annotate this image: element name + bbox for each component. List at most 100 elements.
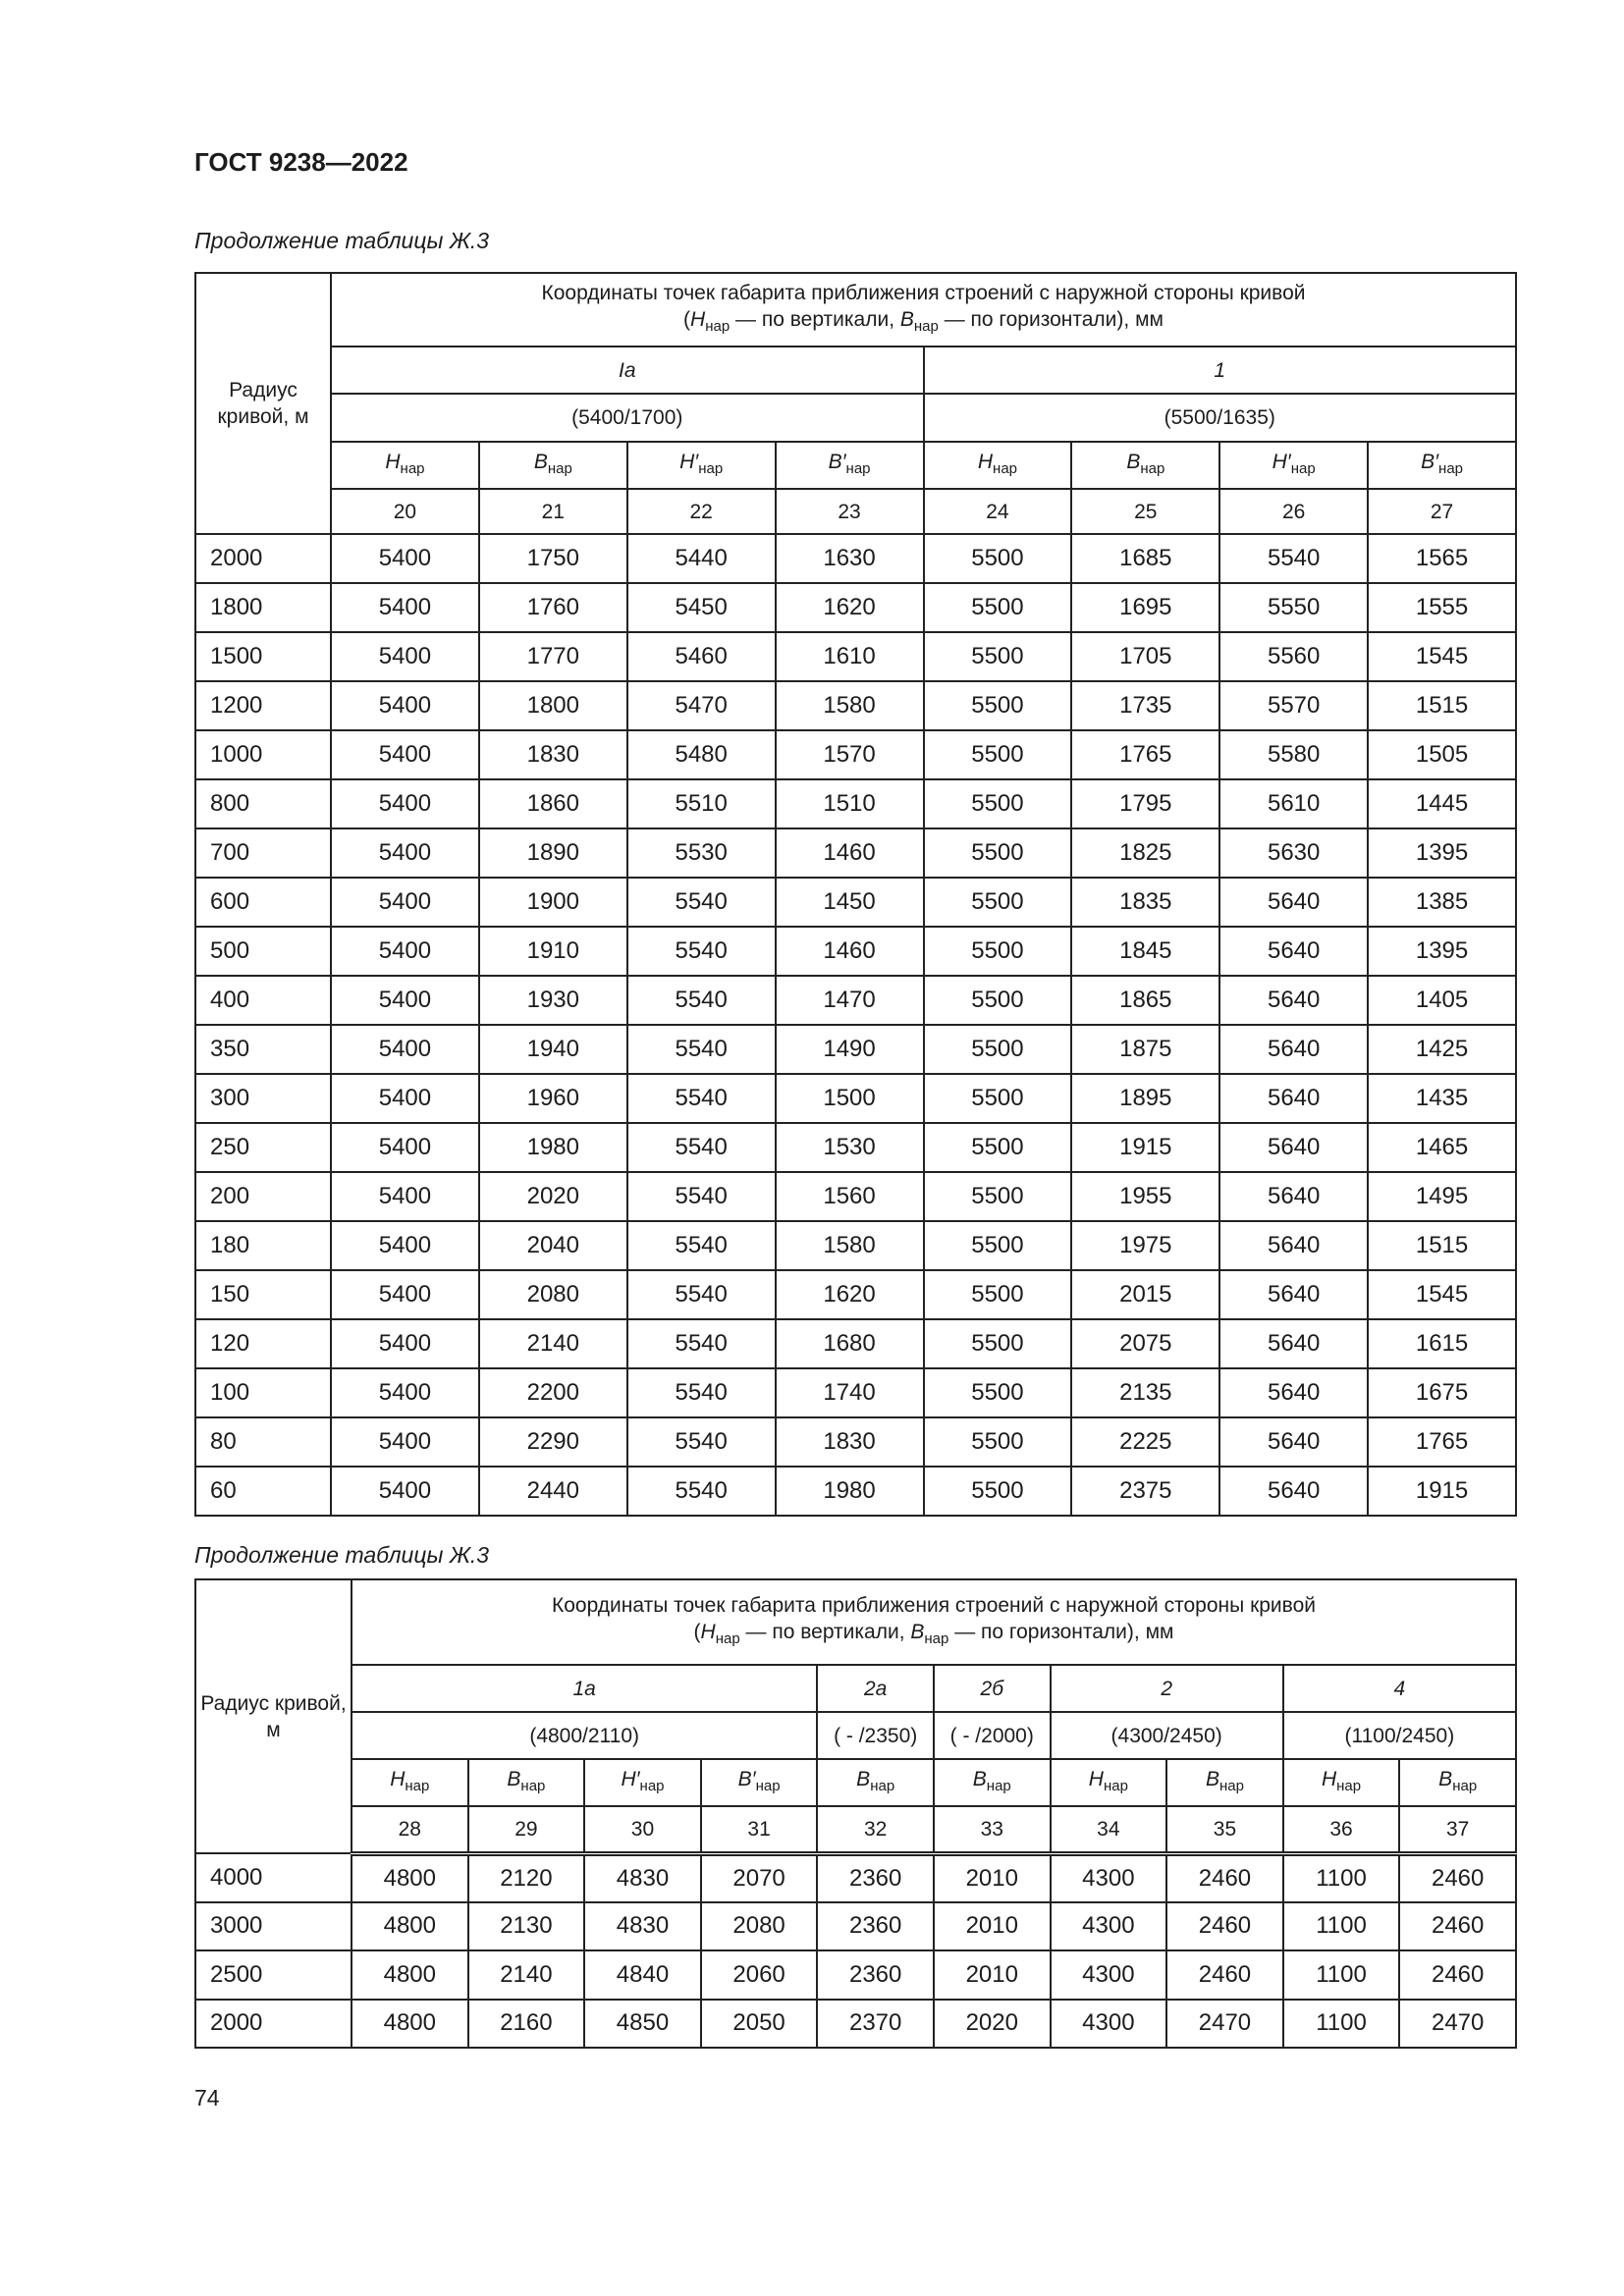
column-symbol: Bнар bbox=[1398, 1758, 1517, 1807]
value-cell: 2470 bbox=[1398, 1998, 1517, 2049]
symbol-letter: B bbox=[856, 1768, 871, 1790]
value-cell: 1460 bbox=[774, 926, 925, 977]
value-cell: 1915 bbox=[1367, 1466, 1517, 1517]
symbol-subscript: нар bbox=[1336, 1778, 1362, 1794]
value-cell: 4800 bbox=[351, 1900, 469, 1951]
value-cell: 5540 bbox=[625, 1416, 777, 1468]
symbol-letter: H bbox=[385, 451, 401, 473]
value-cell: 2010 bbox=[932, 1949, 1052, 2001]
value-cell: 5640 bbox=[1218, 1416, 1370, 1468]
value-cell: 5500 bbox=[922, 877, 1073, 928]
symbol-letter: H′ bbox=[679, 451, 699, 473]
value-cell: 1490 bbox=[774, 1024, 925, 1075]
value-cell: 1530 bbox=[774, 1122, 925, 1173]
column-number: 32 bbox=[816, 1805, 935, 1856]
value-cell: 1830 bbox=[774, 1416, 925, 1468]
value-cell: 4830 bbox=[583, 1900, 702, 1951]
table-caption-1: Продолжение таблицы Ж.3 bbox=[194, 228, 490, 253]
table-row: 200 5400 2020 5540 1560 5500 1955 5640 1495 bbox=[194, 1171, 1517, 1222]
column-number: 31 bbox=[699, 1805, 819, 1856]
value-cell: 1860 bbox=[477, 778, 628, 829]
value-cell: 2010 bbox=[932, 1900, 1052, 1951]
h-subscript: нар bbox=[705, 318, 731, 335]
value-cell: 4300 bbox=[1049, 1998, 1168, 2049]
value-cell: 1760 bbox=[477, 582, 628, 633]
column-number: 20 bbox=[330, 488, 480, 535]
value-cell: 1395 bbox=[1367, 926, 1517, 977]
table-row: 4000 4800 2120 4830 2070 2360 2010 4300 2460 1100… bbox=[194, 1852, 1517, 1903]
symbol-letter: B bbox=[1126, 451, 1141, 473]
value-cell: 5470 bbox=[625, 680, 777, 731]
value-cell: 2360 bbox=[816, 1949, 935, 2001]
gauge-type-label: 2б bbox=[932, 1664, 1052, 1713]
value-cell: 1960 bbox=[477, 1073, 628, 1124]
value-cell: 1895 bbox=[1070, 1073, 1221, 1124]
value-cell: 1610 bbox=[774, 631, 925, 682]
value-cell: 5400 bbox=[330, 1269, 480, 1320]
value-cell: 1435 bbox=[1367, 1073, 1517, 1124]
value-cell: 5500 bbox=[922, 1466, 1073, 1517]
value-cell: 5400 bbox=[330, 926, 480, 977]
value-cell: 5500 bbox=[922, 1269, 1073, 1320]
value-cell: 5460 bbox=[625, 631, 777, 682]
value-cell: 5640 bbox=[1218, 1269, 1370, 1320]
value-cell: 5400 bbox=[330, 680, 480, 731]
gauge-dimensions: (5400/1700) bbox=[330, 393, 925, 443]
value-cell: 5400 bbox=[330, 828, 480, 879]
value-cell: 1445 bbox=[1367, 778, 1517, 829]
table-row: 1000 5400 1830 5480 1570 5500 1765 5580 1505 bbox=[194, 729, 1517, 780]
table-row: 1200 5400 1800 5470 1580 5500 1735 5570 1515 bbox=[194, 680, 1517, 731]
value-cell: 1405 bbox=[1367, 975, 1517, 1026]
value-cell: 5610 bbox=[1218, 778, 1370, 829]
value-cell: 1425 bbox=[1367, 1024, 1517, 1075]
clearance-table-2: Радиус кривой, м Координаты точек габарит… bbox=[194, 1578, 1518, 2049]
value-cell: 5640 bbox=[1218, 1220, 1370, 1271]
value-cell: 5400 bbox=[330, 877, 480, 928]
value-cell: 5500 bbox=[922, 533, 1073, 584]
symbol-letter: H bbox=[977, 451, 994, 473]
value-cell: 5500 bbox=[922, 582, 1073, 633]
column-symbol: H′нар bbox=[625, 441, 777, 490]
value-cell: 1835 bbox=[1070, 877, 1221, 928]
radius-cell: 1200 bbox=[194, 680, 332, 731]
value-cell: 5500 bbox=[922, 1122, 1073, 1173]
value-cell: 5400 bbox=[330, 533, 480, 584]
value-cell: 1620 bbox=[774, 1269, 925, 1320]
document-title: ГОСТ 9238—2022 bbox=[194, 147, 408, 177]
gauge-dimensions: (1100/2450) bbox=[1281, 1711, 1518, 1760]
column-number-row: 28 29 30 31 32 33 34 35 36 37 bbox=[195, 1805, 1517, 1856]
symbol-subscript: нар bbox=[698, 460, 724, 477]
symbol-letter: H bbox=[390, 1768, 406, 1790]
b-symbol: B bbox=[910, 1621, 925, 1643]
symbol-letter: B′ bbox=[828, 451, 846, 473]
value-cell: 5500 bbox=[922, 1318, 1073, 1369]
value-cell: 5500 bbox=[922, 729, 1073, 780]
symbol-letter: B bbox=[1205, 1768, 1219, 1790]
symbol-subscript: нар bbox=[1438, 460, 1464, 477]
value-cell: 4840 bbox=[583, 1949, 702, 2001]
value-cell: 5640 bbox=[1218, 1466, 1370, 1517]
value-cell: 2120 bbox=[466, 1852, 586, 1903]
column-symbol: Bнар bbox=[1070, 441, 1221, 490]
value-cell: 1395 bbox=[1367, 828, 1517, 879]
value-cell: 5540 bbox=[625, 1220, 777, 1271]
h-symbol: H bbox=[700, 1621, 716, 1643]
symbol-subscript: нар bbox=[405, 1778, 430, 1794]
radius-cell: 4000 bbox=[194, 1852, 352, 1903]
column-number: 21 bbox=[477, 488, 628, 535]
vertical-text: — по вертикали, bbox=[730, 308, 900, 331]
value-cell: 1100 bbox=[1281, 1949, 1401, 2001]
value-cell: 5500 bbox=[922, 1416, 1073, 1468]
column-number-row: 20 21 22 23 24 25 26 27 bbox=[195, 488, 1517, 535]
value-cell: 5400 bbox=[330, 1171, 480, 1222]
value-cell: 2160 bbox=[466, 1998, 586, 2049]
value-cell: 2460 bbox=[1165, 1852, 1284, 1903]
value-cell: 5540 bbox=[625, 975, 777, 1026]
value-cell: 5540 bbox=[625, 1171, 777, 1222]
value-cell: 1845 bbox=[1070, 926, 1221, 977]
column-symbol: Bнар bbox=[816, 1758, 935, 1807]
coordinates-header-line1: Координаты точек габарита приближения ст… bbox=[541, 282, 1306, 304]
value-cell: 1940 bbox=[477, 1024, 628, 1075]
radius-cell: 60 bbox=[194, 1466, 332, 1517]
radius-cell: 180 bbox=[194, 1220, 332, 1271]
